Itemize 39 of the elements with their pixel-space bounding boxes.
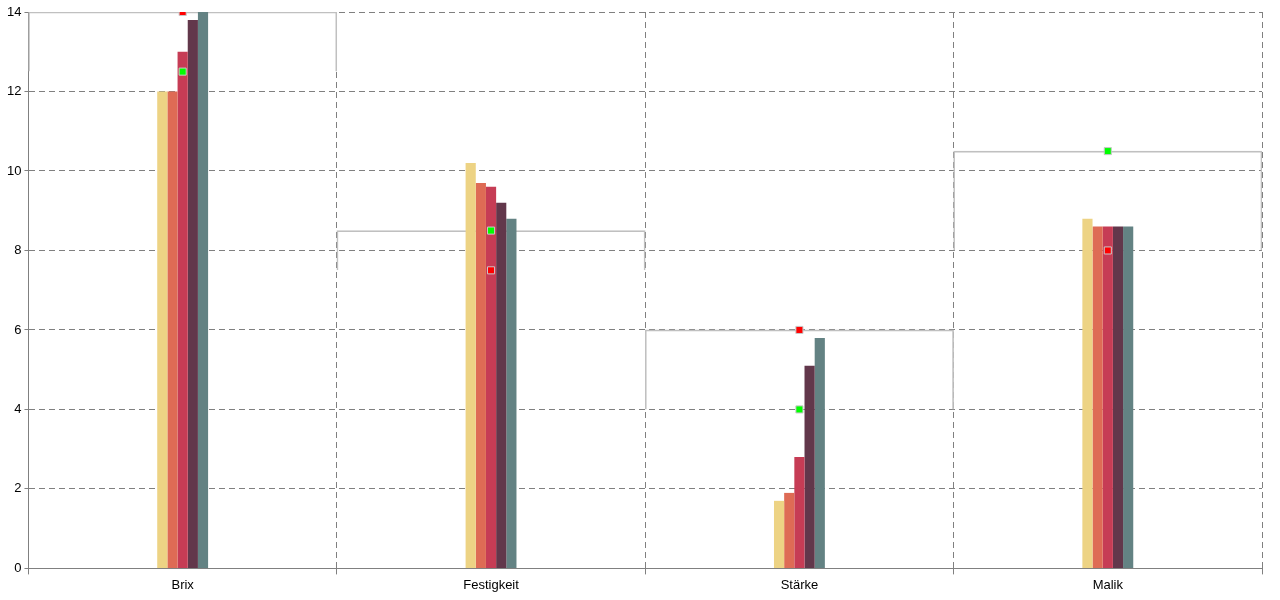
bar xyxy=(1112,226,1124,568)
bar xyxy=(157,91,168,568)
y-tick-label: 0 xyxy=(14,559,22,575)
y-tick-label: 6 xyxy=(14,321,22,337)
bar xyxy=(465,163,476,568)
bar xyxy=(804,365,815,568)
x-tick-label: Festigkeit xyxy=(463,576,520,592)
bar xyxy=(167,91,178,568)
bar xyxy=(1082,218,1093,568)
y-tick-label: 2 xyxy=(14,480,22,496)
bar xyxy=(475,182,486,568)
point xyxy=(487,226,496,235)
point xyxy=(178,67,187,76)
y-tick-label: 14 xyxy=(6,3,22,19)
bar xyxy=(177,51,188,568)
bar xyxy=(485,186,497,568)
y-tick-label: 12 xyxy=(6,83,22,99)
bar xyxy=(1102,226,1113,568)
point xyxy=(795,405,804,414)
bar xyxy=(784,492,795,568)
bar xyxy=(814,337,825,568)
point xyxy=(1103,246,1112,255)
bar xyxy=(187,19,198,568)
point xyxy=(795,325,804,334)
x-tick-label: Brix xyxy=(171,576,195,592)
bar xyxy=(1092,226,1103,568)
bar xyxy=(794,457,805,568)
y-tick-label: 4 xyxy=(14,401,22,417)
point xyxy=(487,266,496,275)
point xyxy=(1103,147,1112,156)
y-tick-label: 8 xyxy=(14,242,22,258)
bar xyxy=(496,202,507,568)
bar xyxy=(773,500,785,568)
bar xyxy=(197,12,209,568)
bar xyxy=(1123,226,1134,568)
bar xyxy=(506,218,517,568)
x-tick-label: Stärke xyxy=(780,576,819,592)
x-tick-label: Malik xyxy=(1092,576,1124,592)
y-tick-label: 10 xyxy=(6,162,22,178)
